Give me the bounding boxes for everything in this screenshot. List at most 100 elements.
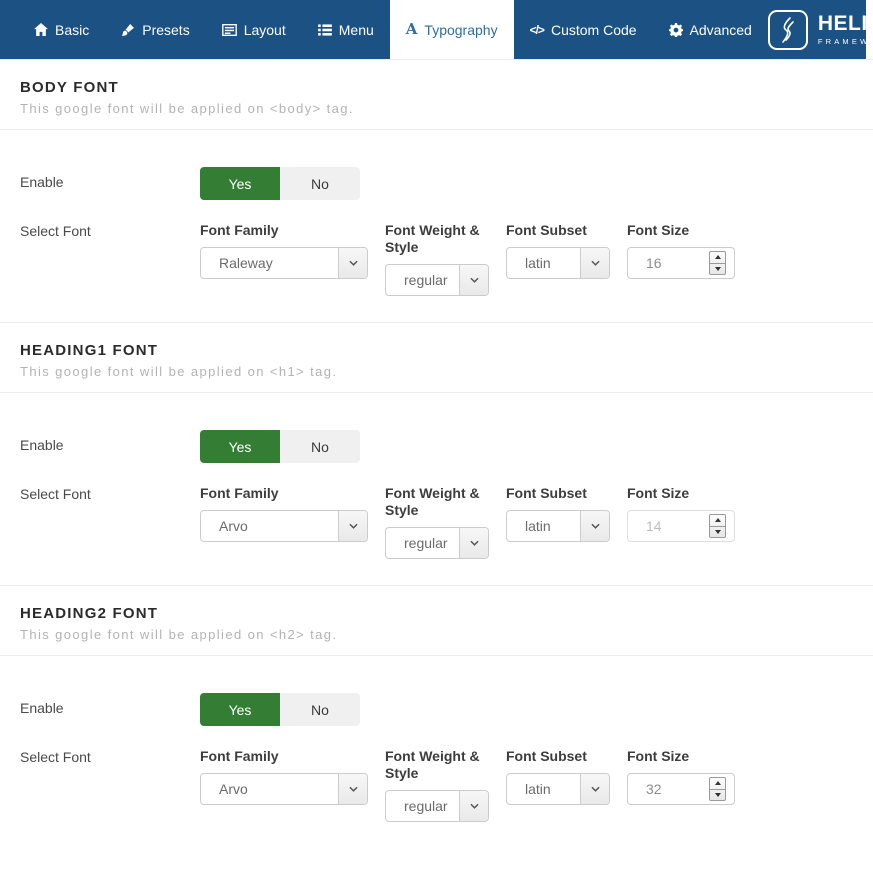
font-family-select[interactable]: Arvo — [200, 510, 368, 542]
font-subset-label: Font Subset — [506, 485, 587, 501]
chevron-down-icon — [459, 265, 488, 295]
font-weight-value: regular — [404, 272, 448, 288]
enable-row: Enable Yes No — [20, 430, 853, 463]
tab-custom-code[interactable]: </> Custom Code — [514, 0, 653, 59]
toggle-no-button[interactable]: No — [280, 693, 360, 726]
chevron-down-icon — [338, 248, 367, 278]
typography-a-icon: A — [405, 20, 418, 38]
code-icon: </> — [529, 22, 545, 37]
toggle-yes-button[interactable]: Yes — [200, 167, 280, 200]
font-size-label: Font Size — [627, 222, 690, 238]
spinner-down-button[interactable] — [710, 527, 725, 538]
logo-title: HELIX — [817, 12, 873, 35]
toggle-no-button[interactable]: No — [280, 430, 360, 463]
tab-label: Custom Code — [550, 21, 637, 38]
font-weight-label: Font Weight & Style — [385, 748, 480, 781]
font-family-value: Arvo — [219, 781, 248, 797]
section-heading2-font-form: Enable Yes No Select Font Font Family Ar… — [0, 656, 873, 848]
tab-basic[interactable]: Basic — [18, 0, 105, 59]
tab-label: Menu — [338, 21, 374, 38]
font-subset-label: Font Subset — [506, 222, 587, 238]
font-subset-select[interactable]: latin — [506, 773, 610, 805]
spinner-up-button[interactable] — [710, 515, 725, 527]
tab-layout[interactable]: Layout — [206, 0, 302, 59]
tab-label: Basic — [55, 21, 90, 38]
font-size-label: Font Size — [627, 485, 690, 501]
font-family-label: Font Family — [200, 222, 279, 238]
section-header-heading1-font: HEADING1 FONT This google font will be a… — [0, 323, 873, 392]
enable-label: Enable — [20, 174, 64, 190]
select-font-row: Select Font Font Family Raleway Font Wei… — [20, 222, 853, 296]
number-spinner — [709, 514, 726, 538]
enable-toggle: Yes No — [200, 167, 360, 200]
section-title: HEADING2 FONT — [20, 605, 159, 622]
enable-label: Enable — [20, 700, 64, 716]
chevron-down-icon — [580, 774, 609, 804]
layout-icon — [221, 23, 237, 36]
divider — [0, 59, 873, 60]
font-size-input-wrap — [627, 510, 735, 542]
arrow-up-icon — [714, 518, 721, 523]
divider — [0, 392, 873, 393]
select-font-label: Select Font — [20, 749, 91, 765]
tab-presets[interactable]: Presets — [105, 0, 205, 59]
section-header-heading2-font: HEADING2 FONT This google font will be a… — [0, 586, 873, 655]
font-subset-value: latin — [525, 518, 551, 534]
section-description: This google font will be applied on <h2>… — [20, 627, 338, 642]
number-spinner — [709, 777, 726, 801]
toggle-no-button[interactable]: No — [280, 167, 360, 200]
font-weight-label: Font Weight & Style — [385, 222, 480, 255]
spinner-up-button[interactable] — [710, 778, 725, 790]
font-family-label: Font Family — [200, 748, 279, 764]
toggle-yes-button[interactable]: Yes — [200, 430, 280, 463]
font-weight-value: regular — [404, 798, 448, 814]
font-family-select[interactable]: Raleway — [200, 247, 368, 279]
enable-label: Enable — [20, 437, 64, 453]
section-body-font-form: Enable Yes No Select Font Font Family Ra… — [0, 130, 873, 322]
font-size-input-wrap — [627, 773, 735, 805]
font-family-select[interactable]: Arvo — [200, 773, 368, 805]
chevron-down-icon — [580, 248, 609, 278]
logo-subtitle: FRAMEWORK — [817, 37, 873, 46]
helix3-logo: HELIX3 FRAMEWORK — [767, 0, 873, 59]
divider — [0, 655, 873, 656]
home-icon — [34, 23, 48, 36]
divider — [0, 129, 873, 130]
arrow-down-icon — [714, 529, 721, 534]
enable-row: Enable Yes No — [20, 693, 853, 726]
tab-label: Layout — [243, 21, 286, 38]
font-weight-select[interactable]: regular — [385, 790, 489, 822]
tab-typography[interactable]: A Typography — [389, 0, 514, 59]
select-font-row: Select Font Font Family Arvo Font Weight… — [20, 748, 853, 822]
arrow-down-icon — [714, 266, 721, 271]
number-spinner — [709, 251, 726, 275]
chevron-down-icon — [459, 528, 488, 558]
select-font-label: Select Font — [20, 223, 91, 239]
font-weight-select[interactable]: regular — [385, 527, 489, 559]
menu-list-icon — [317, 23, 332, 36]
section-title: BODY FONT — [20, 79, 119, 96]
select-font-row: Select Font Font Family Arvo Font Weight… — [20, 485, 853, 559]
section-title: HEADING1 FONT — [20, 342, 159, 359]
enable-toggle: Yes No — [200, 693, 360, 726]
font-weight-select[interactable]: regular — [385, 264, 489, 296]
enable-row: Enable Yes No — [20, 167, 853, 200]
chevron-down-icon — [459, 791, 488, 821]
section-description: This google font will be applied on <bod… — [20, 101, 354, 116]
brush-icon — [121, 23, 135, 37]
tab-advanced[interactable]: Advanced — [653, 0, 768, 59]
toggle-yes-button[interactable]: Yes — [200, 693, 280, 726]
chevron-down-icon — [580, 511, 609, 541]
font-size-input-wrap — [627, 247, 735, 279]
tab-label: Advanced — [689, 21, 752, 38]
font-subset-select[interactable]: latin — [506, 247, 610, 279]
spinner-down-button[interactable] — [710, 264, 725, 275]
font-subset-select[interactable]: latin — [506, 510, 610, 542]
spinner-up-button[interactable] — [710, 252, 725, 264]
spinner-down-button[interactable] — [710, 790, 725, 801]
font-subset-label: Font Subset — [506, 748, 587, 764]
tab-menu[interactable]: Menu — [302, 0, 390, 59]
helix-logo-icon — [767, 9, 808, 50]
font-subset-value: latin — [525, 781, 551, 797]
tab-label: Typography — [424, 21, 498, 38]
